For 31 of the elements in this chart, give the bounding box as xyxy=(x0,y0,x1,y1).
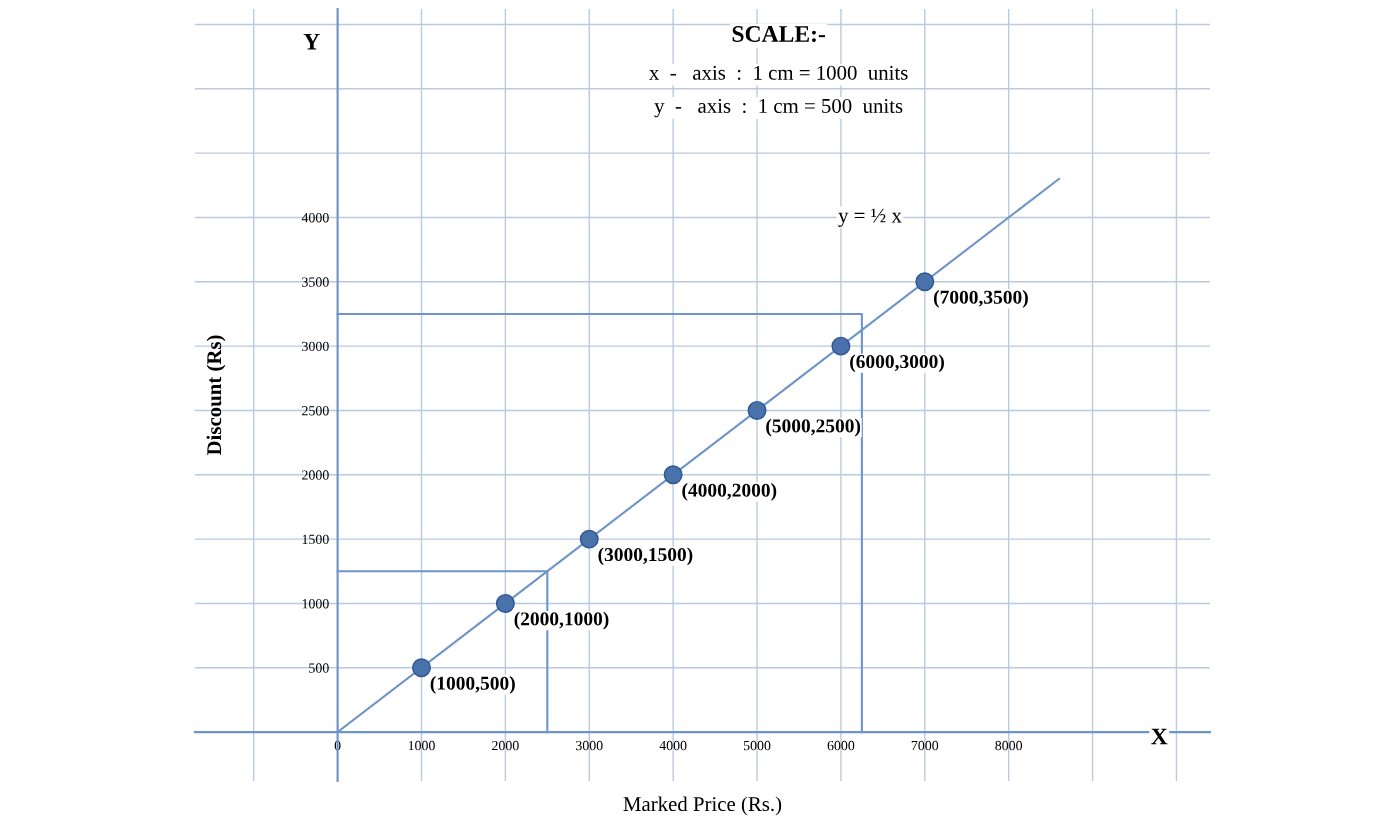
data-label: (4000,2000) xyxy=(682,483,777,501)
x-tick-label: 3000 xyxy=(576,740,603,751)
x-tick-label: 2000 xyxy=(492,740,519,751)
y-axis-title: Discount (Rs) xyxy=(206,335,226,456)
y-tick-label: 4000 xyxy=(301,213,329,223)
y-tick-label: 3000 xyxy=(302,341,329,352)
y-tick-label: 2500 xyxy=(302,406,329,416)
x-tick-label: 8000 xyxy=(995,740,1023,751)
y-tick-label: 1500 xyxy=(302,534,329,545)
x-tick-label: 5000 xyxy=(743,740,771,751)
annotation: Y xyxy=(303,33,320,50)
x-axis-title: Marked Price (Rs.) xyxy=(623,796,782,816)
annotation: y - axis : 1 cm = 500 units xyxy=(654,98,903,118)
annotation: y = ½ x xyxy=(838,208,902,227)
y-tick-label: 2000 xyxy=(302,470,329,480)
data-label: (7000,3500) xyxy=(933,290,1028,308)
data-label: (3000,1500) xyxy=(598,547,693,566)
x-tick-label: 6000 xyxy=(827,740,855,751)
annotation: SCALE:- xyxy=(732,26,825,43)
data-label: (5000,2500) xyxy=(766,418,861,437)
y-tick-label: 500 xyxy=(309,663,329,673)
y-tick-label: 1000 xyxy=(302,599,329,609)
data-label: (1000,500) xyxy=(430,676,515,694)
annotation: X xyxy=(1151,728,1168,745)
x-tick-label: 4000 xyxy=(659,740,687,751)
data-label: (6000,3000) xyxy=(850,354,944,373)
x-tick-label: 1000 xyxy=(408,740,435,751)
annotation: x - axis : 1 cm = 1000 units xyxy=(649,65,908,80)
data-label: (2000,1000) xyxy=(514,611,609,630)
y-tick-label: 3500 xyxy=(302,277,329,287)
x-tick-label: 7000 xyxy=(911,740,939,751)
